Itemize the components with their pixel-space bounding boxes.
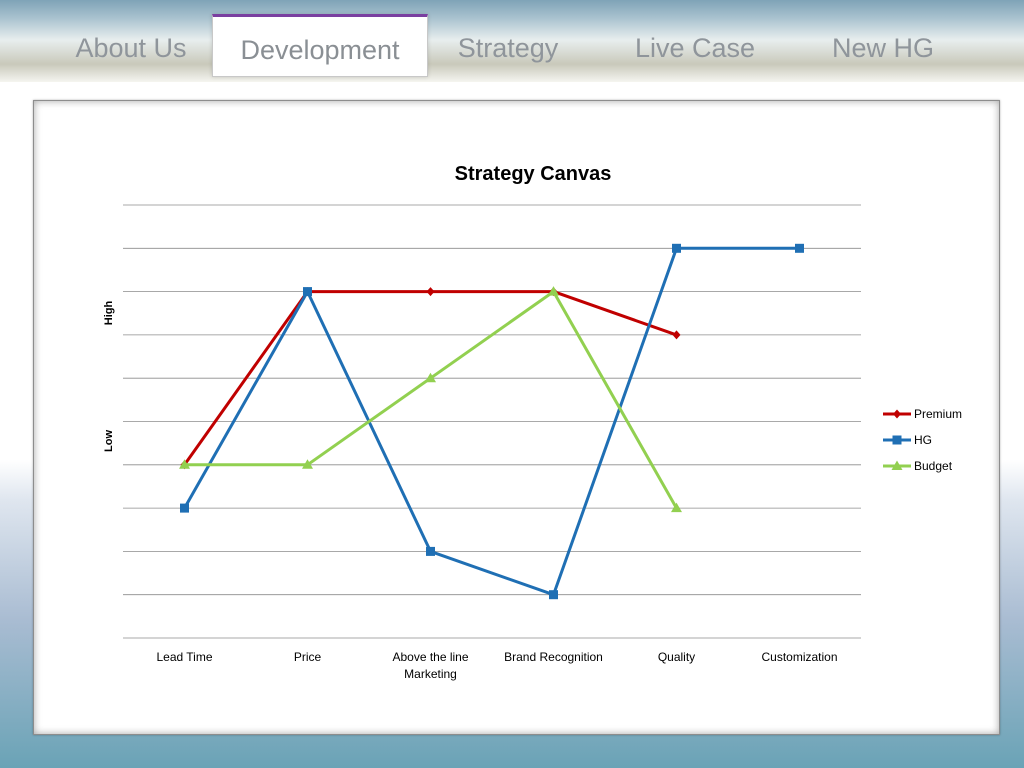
legend-entry-budget: Budget	[883, 459, 953, 473]
legend-marker	[891, 460, 903, 470]
x-tick-label: Brand Recognition	[504, 650, 603, 664]
x-tick-label: Price	[294, 650, 322, 664]
data-point-hg	[426, 546, 435, 556]
series-line-hg	[183, 246, 800, 597]
data-point-hg	[180, 503, 189, 513]
x-tick-label: Quality	[658, 650, 695, 664]
data-point-budget	[179, 459, 190, 469]
data-point-budget	[425, 372, 436, 383]
x-tick-label: Above the line	[392, 650, 468, 664]
strategy-canvas-chart: Strategy Canvas High Low Lead Time Price A…	[103, 163, 962, 681]
top-navigation-bar: About Us Development Strategy Live Case …	[0, 0, 1024, 82]
data-point-hg	[795, 243, 804, 253]
tab-strategy[interactable]: Strategy	[457, 33, 559, 63]
y-axis-label-low: Low	[103, 430, 115, 452]
data-point-hg	[672, 243, 681, 253]
legend-label: Premium	[914, 407, 962, 421]
tab-development[interactable]: Development	[212, 14, 428, 77]
legend-label: Budget	[914, 459, 953, 473]
series-line-budget	[184, 290, 678, 509]
tab-about-us[interactable]: About Us	[75, 33, 187, 63]
y-axis-label-high: High	[103, 301, 115, 326]
chart-panel: Strategy Canvas High Low Lead Time Price A…	[33, 100, 1000, 735]
data-point-hg	[303, 287, 312, 297]
x-tick-label: Customization	[761, 650, 837, 664]
legend-label: HG	[914, 433, 932, 447]
tab-live-case[interactable]: Live Case	[634, 33, 756, 63]
x-tick-label: Marketing	[404, 667, 457, 681]
legend-entry-premium: Premium	[883, 407, 962, 421]
chart-title: Strategy Canvas	[455, 163, 612, 185]
data-point-budget	[671, 502, 682, 513]
series-hg	[180, 243, 804, 600]
data-point-premium	[426, 287, 435, 297]
legend-marker	[893, 409, 901, 419]
series-budget	[179, 286, 682, 513]
tab-new-hg[interactable]: New HG	[831, 33, 934, 63]
legend-marker	[892, 435, 902, 445]
legend-entry-hg: HG	[883, 433, 932, 447]
data-point-premium	[672, 330, 681, 340]
data-point-hg	[549, 590, 558, 600]
data-point-budget	[548, 286, 559, 296]
data-point-budget	[302, 459, 313, 469]
x-tick-label: Lead Time	[156, 650, 212, 664]
